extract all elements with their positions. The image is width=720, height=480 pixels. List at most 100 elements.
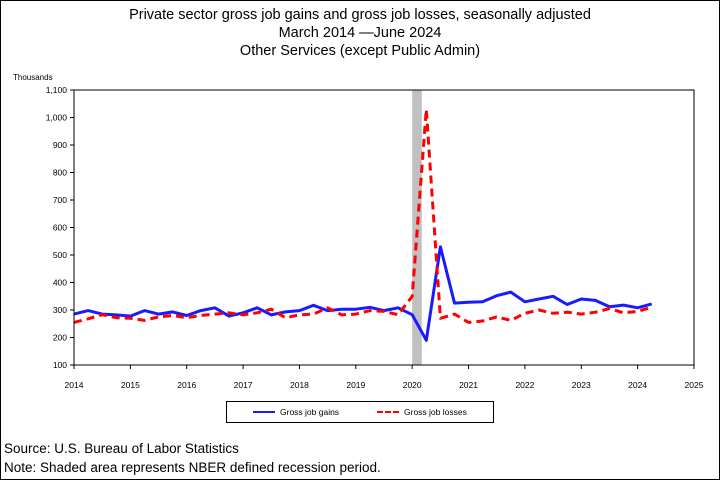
x-tick-label: 2018	[290, 380, 309, 390]
data-point-gains	[87, 309, 90, 312]
data-point-gains	[199, 309, 202, 312]
data-point-losses	[228, 311, 231, 314]
data-point-gains	[467, 301, 470, 304]
data-point-gains	[594, 299, 597, 302]
data-point-losses	[622, 311, 625, 314]
x-tick-label: 2019	[346, 380, 365, 390]
data-point-losses	[213, 313, 216, 316]
y-tick-label: 1,100	[46, 85, 68, 95]
data-point-gains	[622, 304, 625, 307]
legend-label-losses: Gross job losses	[404, 407, 467, 417]
data-point-losses	[298, 313, 301, 316]
data-point-losses	[143, 319, 146, 322]
data-point-losses	[495, 315, 498, 318]
x-tick-label: 2014	[65, 380, 84, 390]
data-point-losses	[115, 316, 118, 319]
recession-shading	[412, 90, 422, 365]
y-tick-label: 400	[53, 278, 67, 288]
data-point-gains	[411, 313, 414, 316]
data-point-gains	[509, 291, 512, 294]
data-point-gains	[284, 310, 287, 313]
data-point-gains	[368, 306, 371, 309]
data-point-losses	[538, 309, 541, 312]
data-point-losses	[397, 313, 400, 316]
y-tick-label: 300	[53, 305, 67, 315]
data-point-gains	[538, 298, 541, 301]
x-tick-label: 2020	[403, 380, 422, 390]
data-point-losses	[87, 317, 90, 320]
data-point-gains	[270, 313, 273, 316]
y-tick-label: 500	[53, 250, 67, 260]
series-line-losses	[73, 107, 653, 324]
data-point-losses	[256, 311, 259, 314]
data-point-losses	[326, 306, 329, 309]
data-point-losses	[608, 307, 611, 310]
data-point-gains	[171, 310, 174, 313]
data-point-gains	[481, 300, 484, 303]
y-tick-label: 100	[53, 360, 67, 370]
data-point-losses	[481, 320, 484, 323]
data-point-losses	[453, 313, 456, 316]
data-point-losses	[523, 312, 526, 315]
data-point-gains	[453, 302, 456, 305]
legend-swatch-losses	[377, 411, 399, 413]
x-tick-label: 2025	[685, 380, 704, 390]
data-point-losses	[509, 319, 512, 322]
chart-title: Private sector gross job gains and gross…	[129, 7, 591, 23]
data-point-gains	[580, 298, 583, 301]
x-tick-label: 2016	[177, 380, 196, 390]
x-tick-label: 2015	[121, 380, 140, 390]
legend: Gross job gains Gross job losses	[226, 401, 494, 423]
data-point-losses	[312, 313, 315, 316]
data-point-losses	[566, 311, 569, 314]
chart-date-range: March 2014 —June 2024	[278, 25, 442, 41]
data-point-gains	[354, 308, 357, 311]
data-point-gains	[143, 309, 146, 312]
data-point-gains	[298, 309, 301, 312]
y-tick-label: 200	[53, 333, 67, 343]
legend-label-gains: Gross job gains	[280, 407, 340, 417]
y-tick-label: 900	[53, 140, 67, 150]
data-point-gains	[495, 294, 498, 297]
data-point-losses	[242, 313, 245, 316]
data-point-gains	[439, 245, 442, 248]
data-point-losses	[383, 310, 386, 313]
data-point-losses	[157, 315, 160, 318]
data-point-losses	[101, 313, 104, 316]
data-point-losses	[284, 316, 287, 319]
y-tick-label: 800	[53, 168, 67, 178]
data-point-losses	[636, 310, 639, 313]
data-point-losses	[552, 312, 555, 315]
data-point-gains	[157, 313, 160, 316]
x-tick-label: 2021	[459, 380, 478, 390]
data-point-losses	[171, 314, 174, 317]
data-point-losses	[425, 108, 428, 111]
data-point-losses	[467, 321, 470, 324]
data-point-gains	[228, 315, 231, 318]
data-point-gains	[340, 308, 343, 311]
y-axis-unit-label: Thousands	[13, 73, 53, 82]
data-point-gains	[566, 303, 569, 306]
plot-border	[73, 89, 695, 366]
x-tick-label: 2017	[234, 380, 253, 390]
plot-area: 100 200 300 400 500 600 700 800 900 1,000 1,100 201…	[46, 85, 704, 390]
chart-industry: Other Services (except Public Admin)	[239, 43, 481, 59]
x-tick-label: 2024	[628, 380, 647, 390]
data-point-gains	[397, 306, 400, 309]
data-point-losses	[270, 308, 273, 311]
data-point-gains	[650, 302, 653, 305]
data-point-losses	[199, 314, 202, 317]
data-point-losses	[368, 309, 371, 312]
data-point-gains	[312, 304, 315, 307]
data-point-losses	[129, 317, 132, 320]
data-point-losses	[411, 295, 414, 298]
x-tick-label: 2023	[572, 380, 591, 390]
data-point-gains	[425, 339, 428, 342]
data-point-gains	[523, 300, 526, 303]
legend-item-losses: Gross job losses	[377, 402, 467, 422]
data-point-losses	[439, 317, 442, 320]
title-block: Private sector gross job gains and gross…	[0, 6, 720, 60]
shading-note: Note: Shaded area represents NBER define…	[4, 460, 381, 475]
legend-item-gains: Gross job gains	[253, 402, 339, 422]
y-tick-label: 600	[53, 223, 67, 233]
